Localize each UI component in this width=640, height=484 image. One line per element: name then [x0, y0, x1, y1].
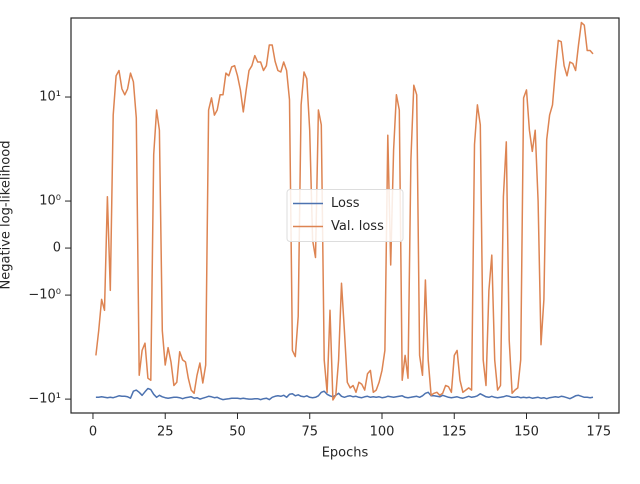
y-tick-label: −10¹ — [28, 392, 61, 407]
x-tick-label: 100 — [370, 425, 395, 440]
legend-box — [286, 189, 404, 242]
plot-frame — [70, 17, 620, 414]
x-tick-label: 125 — [442, 425, 467, 440]
legend-label: Loss — [331, 196, 360, 211]
y-axis-label: Negative log-likelihood — [0, 141, 14, 290]
x-tick-label: 75 — [301, 425, 318, 440]
x-axis-label: Epochs — [322, 446, 369, 461]
x-tick-label: 150 — [514, 425, 539, 440]
line — [95, 21, 594, 401]
y-tick-label: 10⁰ — [39, 194, 61, 209]
x-tick-label: 0 — [89, 425, 97, 440]
x-tick-label: 175 — [586, 425, 611, 440]
y-tick-label: −10⁰ — [28, 288, 61, 303]
line — [95, 387, 594, 401]
y-tick-label: 10¹ — [39, 90, 61, 105]
x-tick-label: 25 — [157, 425, 174, 440]
y-tick-label: 0 — [53, 241, 61, 256]
x-tick-label: 50 — [229, 425, 246, 440]
legend-label: Val. loss — [331, 219, 384, 234]
